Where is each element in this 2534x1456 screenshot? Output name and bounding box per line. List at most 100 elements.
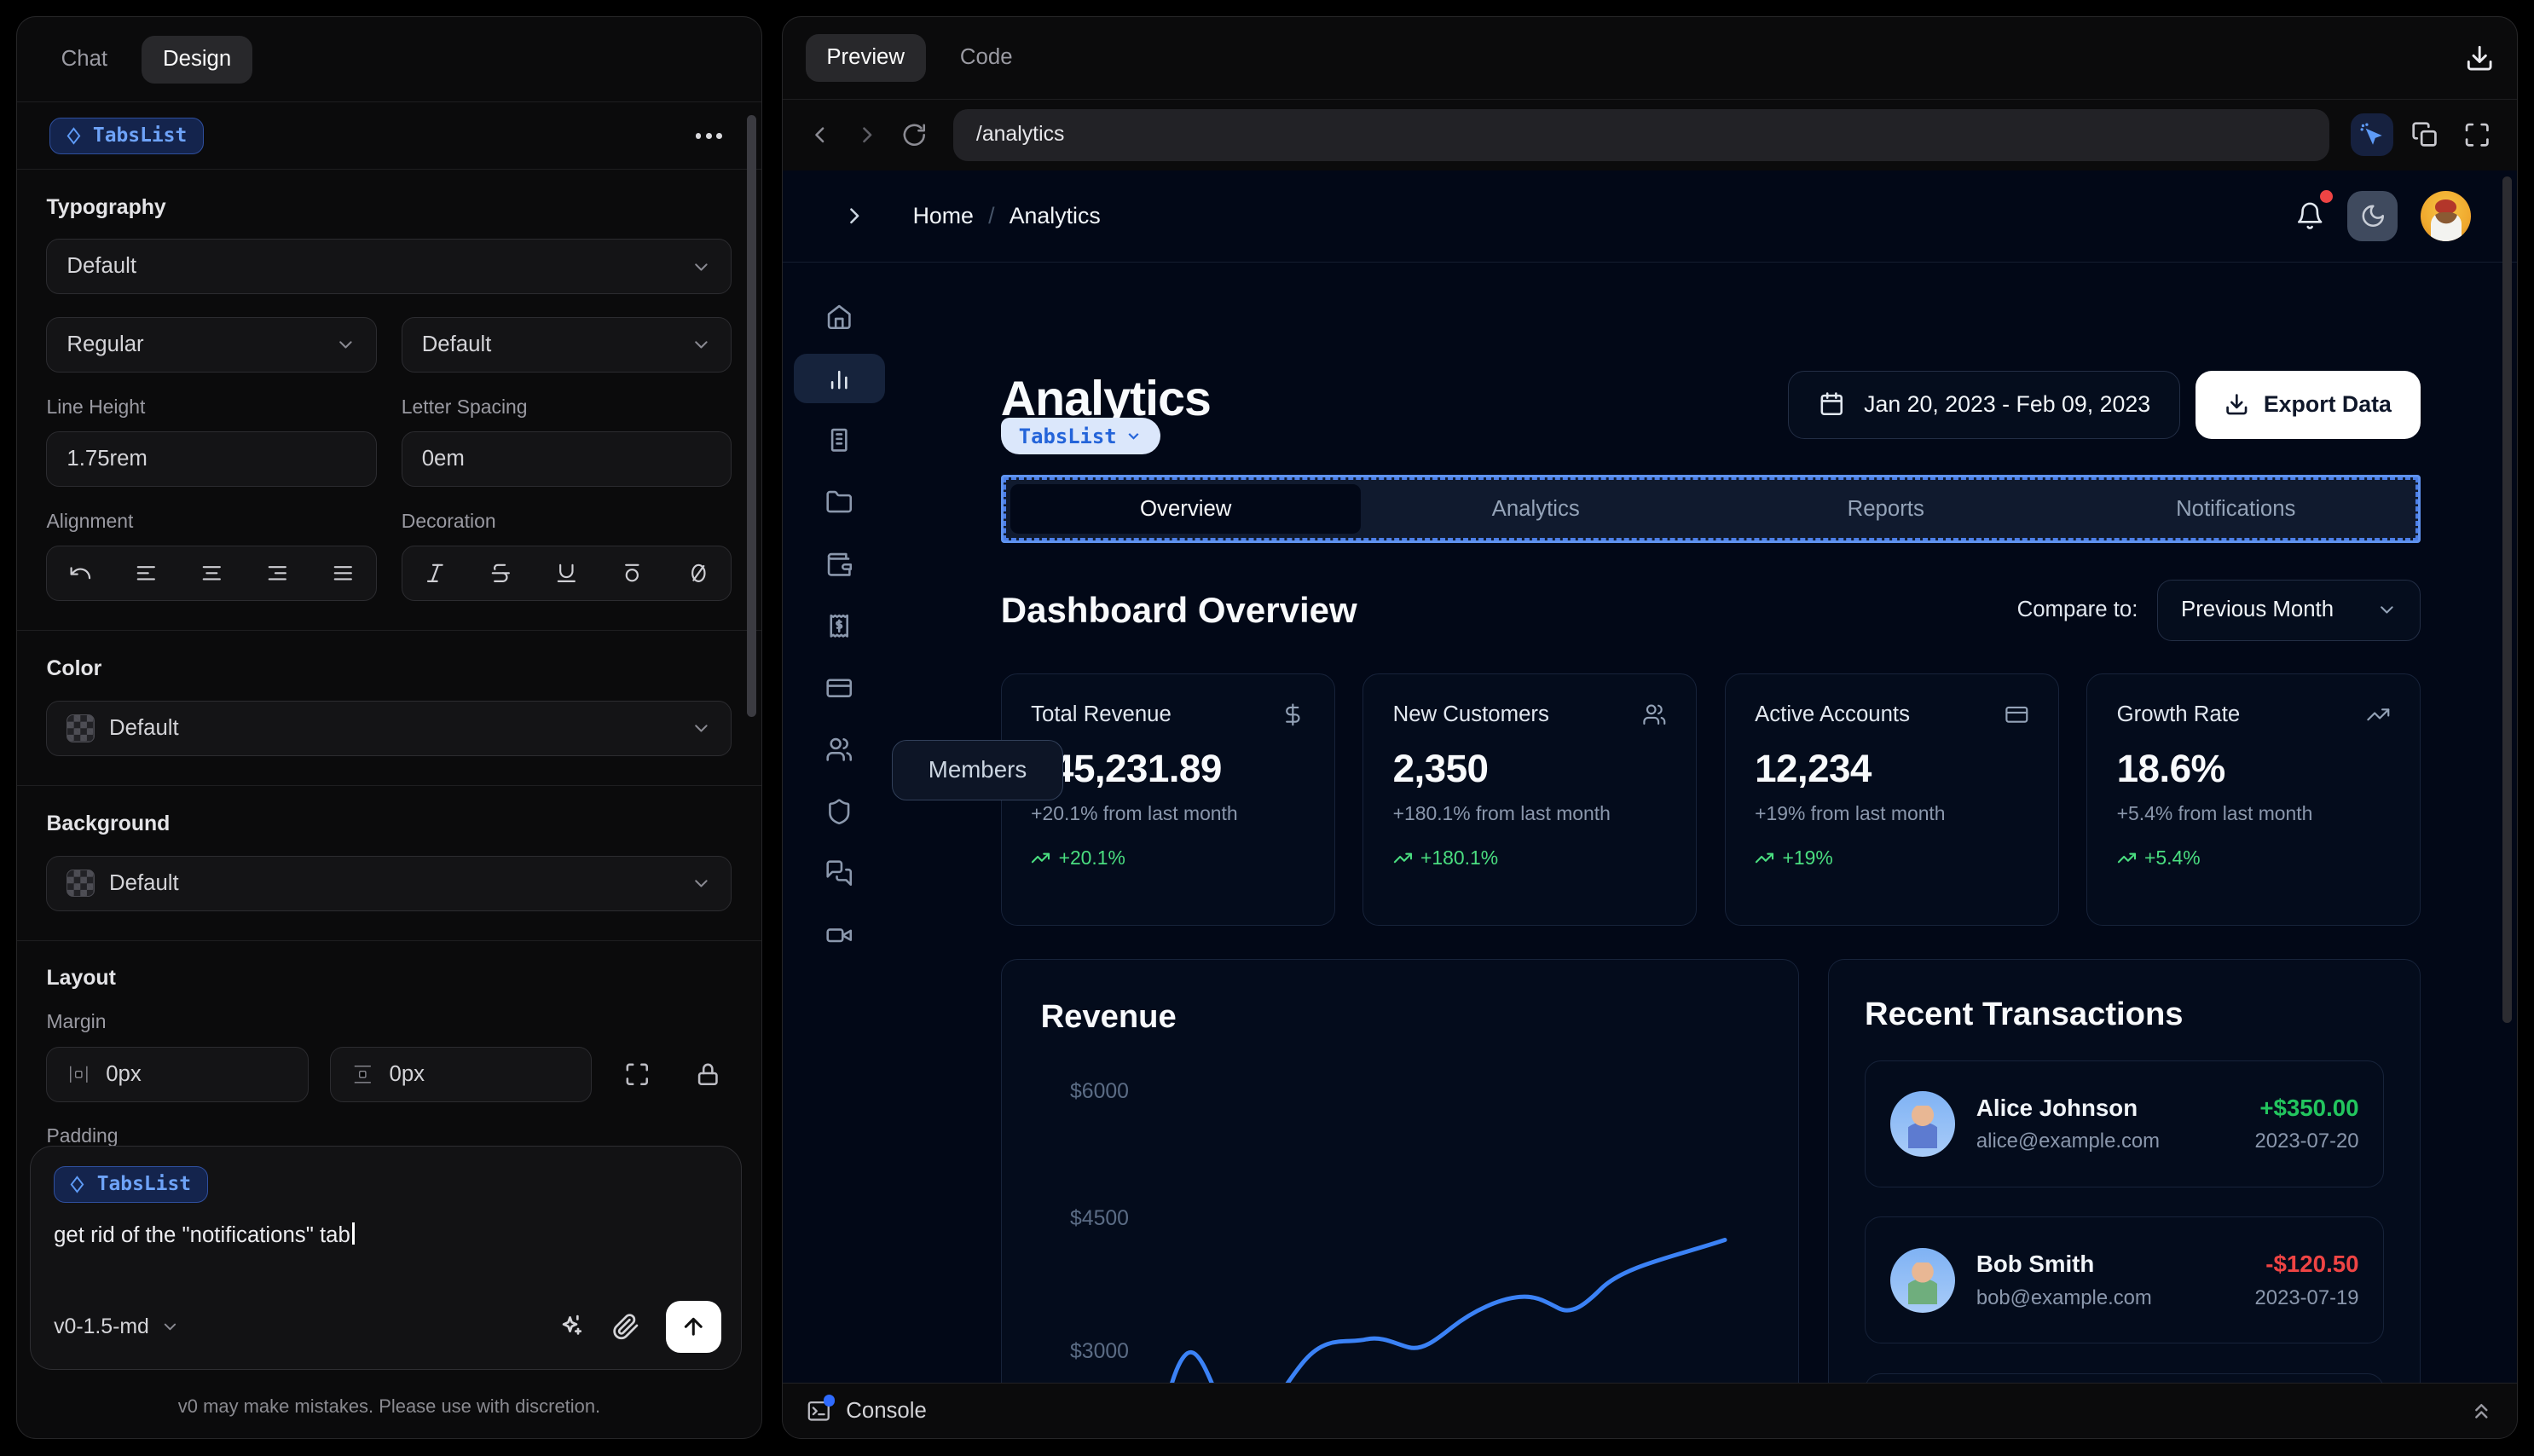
- sidebar-item-members[interactable]: [794, 725, 885, 774]
- send-button[interactable]: [666, 1301, 722, 1354]
- date-range-picker[interactable]: Jan 20, 2023 - Feb 09, 2023: [1788, 370, 2181, 439]
- chat-composer[interactable]: TabsList get rid of the "notifications" …: [30, 1145, 742, 1371]
- no-decoration-icon[interactable]: [686, 561, 711, 586]
- sidebar-item-security[interactable]: [794, 787, 885, 835]
- sidebar-item-analytics[interactable]: [794, 354, 886, 403]
- wallet-icon: [828, 552, 853, 576]
- content-scrollbar[interactable]: [2502, 176, 2513, 1024]
- tab-code[interactable]: Code: [959, 45, 1013, 70]
- tab-analytics[interactable]: Analytics: [1491, 496, 1580, 521]
- stats-grid: Total Revenue $45,231.89 +20.1% from las…: [1000, 673, 2421, 927]
- align-right-icon[interactable]: [265, 561, 290, 586]
- revenue-line-chart: [1169, 1237, 1727, 1384]
- color-select[interactable]: Default: [46, 700, 732, 756]
- tab-overview[interactable]: Overview: [1010, 484, 1361, 534]
- font-family-select[interactable]: Default: [46, 239, 732, 295]
- color-section-label: Color: [46, 656, 102, 680]
- page-title: Analytics: [1000, 371, 1212, 426]
- tab-chat[interactable]: Chat: [61, 47, 108, 72]
- stat-change: +180.1% from last month: [1392, 802, 1611, 824]
- refresh-button[interactable]: [896, 117, 932, 153]
- font-size-select[interactable]: Default: [401, 317, 732, 373]
- background-select[interactable]: Default: [46, 855, 732, 911]
- panel-scrollbar[interactable]: [746, 114, 757, 718]
- compare-select[interactable]: Previous Month: [2157, 579, 2421, 642]
- sidebar-item-organization[interactable]: [794, 416, 885, 465]
- sidebar-item-invoices[interactable]: [794, 602, 885, 650]
- transaction-row[interactable]: Alice Johnson alice@example.com +$350.00…: [1865, 1060, 2385, 1187]
- export-data-button[interactable]: Export Data: [2195, 370, 2421, 439]
- forward-button[interactable]: [849, 117, 885, 153]
- letter-spacing-label: Letter Spacing: [401, 395, 528, 418]
- expand-margins-button[interactable]: [613, 1061, 662, 1088]
- paperclip-icon[interactable]: [612, 1313, 639, 1340]
- more-options-button[interactable]: [689, 126, 729, 145]
- trending-up-icon: [1393, 852, 1412, 864]
- terminal-icon: [807, 1401, 830, 1421]
- back-button[interactable]: [802, 117, 838, 153]
- margin-x-input[interactable]: 0px: [46, 1046, 309, 1102]
- padding-label: Padding: [46, 1124, 119, 1147]
- console-activity-dot: [823, 1395, 835, 1407]
- theme-toggle-button[interactable]: [2347, 190, 2398, 242]
- decoration-label: Decoration: [401, 509, 496, 532]
- inspect-tool-button[interactable]: [2351, 113, 2393, 156]
- sidebar-item-wallet[interactable]: [794, 540, 885, 588]
- bar-chart-icon: [831, 370, 848, 390]
- transaction-email: alice@example.com: [1976, 1130, 2161, 1153]
- tab-reports[interactable]: Reports: [1847, 496, 1924, 521]
- line-height-input[interactable]: 1.75rem: [46, 431, 378, 488]
- model-selector[interactable]: v0-1.5-md: [54, 1315, 180, 1339]
- notifications-button[interactable]: [2295, 190, 2334, 230]
- composer-input[interactable]: get rid of the "notifications" tab: [54, 1222, 718, 1248]
- margin-y-input[interactable]: 0px: [329, 1046, 593, 1102]
- chevrons-up-icon: [2475, 1404, 2488, 1418]
- sidebar-item-files[interactable]: [794, 478, 885, 527]
- font-weight-select[interactable]: Regular: [46, 317, 378, 373]
- breadcrumb-current[interactable]: Analytics: [1009, 203, 1101, 229]
- sidebar-item-video[interactable]: [794, 910, 885, 959]
- copy-button[interactable]: [2404, 114, 2445, 155]
- align-left-icon[interactable]: [134, 561, 159, 586]
- compare-to-label: Compare to:: [2016, 598, 2138, 622]
- url-input[interactable]: /analytics: [953, 108, 2330, 161]
- user-avatar[interactable]: [2421, 190, 2472, 242]
- align-center-icon[interactable]: [200, 561, 224, 586]
- selection-label-chip[interactable]: TabsList: [1000, 417, 1161, 455]
- stat-value: 12,234: [1755, 746, 1872, 790]
- breadcrumb-home-link[interactable]: Home: [912, 203, 974, 229]
- fullscreen-button[interactable]: [2456, 114, 2497, 155]
- chevron-down-icon: [339, 341, 353, 349]
- margin-label: Margin: [46, 1010, 107, 1033]
- component-chip-tabslist[interactable]: TabsList: [49, 117, 205, 154]
- stat-change: +20.1% from last month: [1031, 802, 1238, 824]
- console-bar[interactable]: Console: [782, 1383, 2517, 1439]
- decoration-toolbar: [401, 546, 732, 601]
- diamond-icon: [67, 127, 80, 145]
- tab-notifications[interactable]: Notifications: [2176, 496, 2296, 521]
- underline-icon[interactable]: [554, 561, 579, 586]
- transaction-row[interactable]: Bob Smith bob@example.com -$120.50 2023-…: [1865, 1216, 2385, 1344]
- strikethrough-icon[interactable]: [489, 561, 513, 586]
- letter-spacing-input[interactable]: 0em: [401, 431, 732, 488]
- sidebar-item-cards[interactable]: [794, 663, 885, 712]
- download-button[interactable]: [2465, 43, 2494, 72]
- overline-icon[interactable]: [620, 561, 645, 586]
- sidebar-item-home[interactable]: [794, 292, 885, 341]
- lock-margins-button[interactable]: [683, 1061, 732, 1088]
- sidebar-item-messages[interactable]: [794, 849, 885, 898]
- italic-icon[interactable]: [423, 561, 448, 586]
- sparkles-icon[interactable]: [558, 1313, 586, 1340]
- tab-preview[interactable]: Preview: [805, 33, 926, 82]
- chevron-left-icon: [815, 127, 824, 143]
- stat-change: +19% from last month: [1755, 802, 1946, 824]
- design-panel: Chat Design TabsList Typography Default …: [16, 16, 762, 1440]
- undo-icon[interactable]: [68, 561, 93, 586]
- chevron-down-icon: [2380, 606, 2393, 614]
- sidebar-expand-button[interactable]: [842, 203, 868, 229]
- composer-context-chip[interactable]: TabsList: [54, 1165, 209, 1203]
- console-collapse-button[interactable]: [2469, 1399, 2494, 1424]
- tab-design[interactable]: Design: [142, 35, 253, 84]
- app-preview: Home / Analytics: [782, 170, 2517, 1384]
- align-justify-icon[interactable]: [331, 561, 356, 586]
